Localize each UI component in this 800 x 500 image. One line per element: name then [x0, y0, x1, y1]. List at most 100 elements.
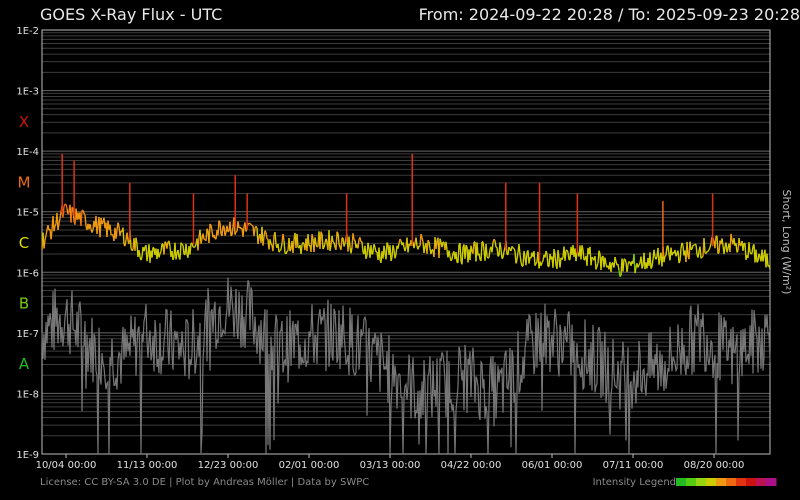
series-segment-long: [710, 236, 713, 244]
series-segment-long: [253, 228, 256, 236]
series-segment-long: [695, 244, 698, 255]
series-segment-long: [164, 241, 167, 244]
series-segment-long: [367, 242, 370, 249]
series-segment-long: [350, 247, 353, 254]
series-segment-long: [394, 254, 397, 259]
series-segment-long: [512, 247, 515, 250]
series-segment-long: [597, 250, 600, 264]
series-segment-long: [278, 250, 281, 253]
series-segment-long: [455, 251, 458, 263]
series-segment-long: [487, 256, 490, 259]
series-segment-long: [242, 226, 245, 237]
series-segment-long: [229, 221, 232, 236]
series-segment-long: [280, 243, 283, 250]
series-segment-long: [628, 260, 631, 263]
series-segment-long: [205, 228, 208, 241]
series-segment-long: [511, 245, 514, 249]
series-segment-long: [292, 239, 295, 254]
series-segment-long: [426, 240, 429, 254]
series-segment-long: [323, 242, 326, 248]
x-tick-label: 02/01 00:00: [279, 460, 340, 471]
series-segment-long: [591, 256, 594, 259]
intensity-legend-bar: [676, 478, 777, 486]
series-segment-long: [756, 260, 759, 263]
series-segment-long: [714, 235, 717, 249]
series-segment-long: [457, 244, 460, 263]
series-segment-long: [421, 237, 424, 242]
series-segment-long: [338, 243, 341, 248]
series-segment-long: [277, 243, 280, 253]
series-segment-long: [590, 257, 593, 266]
series-segment-long: [110, 233, 113, 236]
series-segment-long: [191, 242, 194, 248]
series-segment-long: [151, 247, 154, 258]
series-segment-long: [218, 220, 221, 224]
series-segment-long: [508, 246, 511, 250]
series-segment-long: [282, 233, 285, 241]
series-segment-long: [181, 243, 184, 246]
series-segment-long: [697, 251, 700, 258]
flare-class-label: C: [19, 234, 29, 252]
series-segment-long: [533, 251, 536, 266]
series-segment-long: [653, 249, 656, 257]
series-segment-long: [111, 233, 114, 236]
series-segment-long: [399, 238, 402, 242]
series-segment-long: [310, 234, 313, 252]
series-segment-long: [637, 264, 640, 268]
series-segment-long: [82, 210, 85, 214]
series-segment-long: [302, 242, 305, 245]
series-segment-long: [404, 246, 407, 252]
series-segment-long: [675, 253, 678, 257]
series-segment-long: [435, 240, 438, 249]
series-segment-long: [415, 237, 418, 247]
series-segment-long: [336, 231, 339, 234]
legend-swatch: [756, 478, 767, 486]
series-segment-long: [138, 249, 141, 258]
series-segment-long: [476, 242, 479, 256]
series-segment-long: [62, 206, 65, 218]
series-segment-long: [744, 243, 747, 260]
flare-class-label: X: [19, 113, 29, 131]
series-segment-long: [427, 239, 430, 243]
series-segment-long: [143, 246, 146, 252]
series-segment-long: [71, 206, 74, 209]
series-segment-long: [523, 250, 526, 258]
series-segment-long: [748, 242, 751, 253]
series-segment-long: [328, 230, 331, 251]
series-segment-long: [465, 244, 468, 248]
series-segment-long: [91, 229, 94, 233]
series-segment-long: [57, 223, 60, 230]
series-segment-long: [520, 261, 523, 267]
series-segment-long: [124, 239, 127, 247]
series-segment-long: [158, 253, 161, 258]
series-segment-long: [493, 238, 496, 242]
series-segment-long: [230, 234, 233, 237]
series-segment-long: [83, 213, 86, 216]
legend-swatch: [746, 478, 757, 486]
series-segment-long: [581, 245, 584, 251]
series-segment-long: [80, 210, 83, 227]
series-segment-long: [610, 262, 613, 272]
x-tick-label: 04/22 00:00: [441, 460, 502, 471]
series-segment-long: [131, 249, 134, 252]
series-segment-long: [413, 243, 416, 249]
flare-class-label: B: [19, 295, 29, 313]
series-segment-long: [374, 247, 377, 253]
series-segment-long: [502, 251, 505, 258]
series-segment-long: [717, 252, 720, 255]
series-segment-long: [461, 247, 464, 265]
series-segment-long: [651, 259, 654, 267]
series-segment-long: [638, 262, 641, 266]
series-segment-long: [175, 253, 178, 260]
x-tick-label: 08/20 00:00: [684, 460, 745, 471]
legend-swatch: [766, 478, 777, 486]
series-segment-long: [561, 256, 564, 260]
series-segment-long: [758, 253, 761, 258]
series-segment-long: [709, 243, 712, 248]
series-segment-long: [344, 237, 347, 244]
series-segment-long: [58, 218, 61, 224]
series-segment-long: [270, 243, 273, 246]
series-segment-long: [179, 242, 182, 260]
series-segment-long: [348, 236, 351, 248]
series-segment-long: [428, 241, 431, 249]
